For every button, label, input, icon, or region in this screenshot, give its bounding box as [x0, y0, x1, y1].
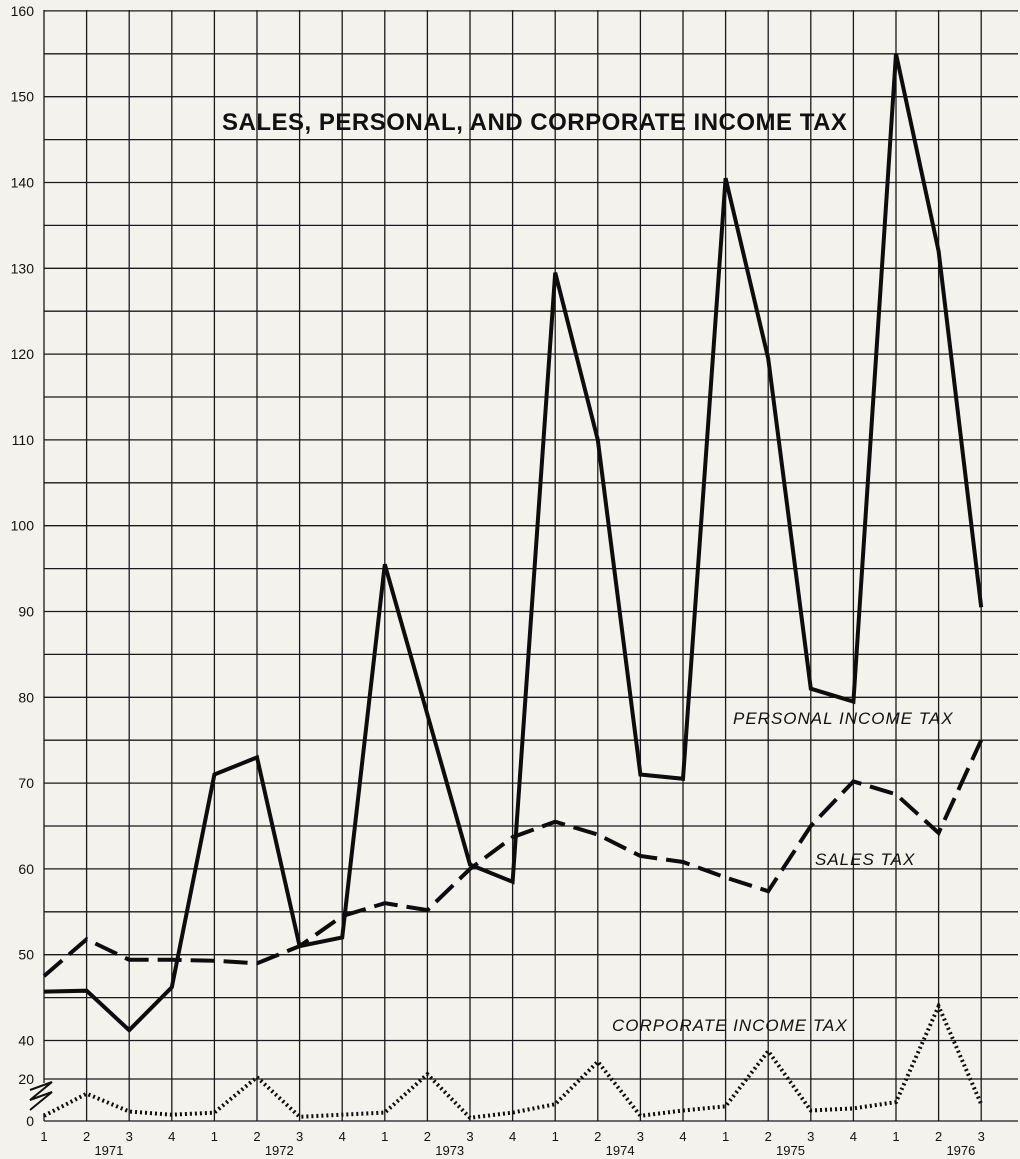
chart-title: SALES, PERSONAL, AND CORPORATE INCOME TA… — [222, 109, 847, 136]
chart-grid — [43, 10, 1018, 1122]
x-tick-label: 2 — [83, 1129, 90, 1144]
personal-income-tax-label: PERSONAL INCOME TAX — [733, 709, 954, 728]
series-line-personal-income-tax — [43, 53, 984, 1033]
x-tick-label: 3 — [466, 1129, 473, 1144]
y-tick-label: 110 — [12, 432, 35, 448]
y-axis-break — [29, 1081, 70, 1113]
x-tick-label: 1 — [722, 1129, 729, 1144]
x-tick-label: 3 — [807, 1129, 814, 1144]
year-label: 1976 — [946, 1143, 975, 1158]
sales-tax-label: SALES TAX — [815, 850, 915, 869]
x-tick-label: 3 — [978, 1129, 985, 1144]
year-label: 1975 — [776, 1143, 805, 1158]
x-tick-label: 1 — [892, 1129, 899, 1144]
x-tick-label: 2 — [424, 1129, 431, 1144]
y-tick-labels: 160 150 140 130 120 110 100 90 80 70 60 50 40 20 0 — [11, 3, 35, 1129]
x-tick-label: 1 — [381, 1129, 388, 1144]
x-tick-label: 2 — [253, 1129, 260, 1144]
year-labels: 1971 1972 1973 1974 1975 1976 — [94, 1143, 975, 1158]
series-line-sales-tax — [42, 739, 984, 978]
y-tick-label: 150 — [11, 89, 35, 105]
year-label: 1971 — [94, 1143, 123, 1158]
x-tick-label: 4 — [339, 1129, 346, 1144]
corporate-income-tax-label: CORPORATE INCOME TAX — [612, 1016, 848, 1035]
x-tick-label: 1 — [552, 1129, 559, 1144]
x-tick-label: 4 — [850, 1129, 857, 1144]
x-tick-label: 1 — [40, 1129, 47, 1144]
series-line-corporate-income-tax — [43, 1001, 984, 1120]
x-tick-label: 2 — [935, 1129, 942, 1144]
y-tick-label: 70 — [18, 775, 34, 791]
year-label: 1973 — [435, 1143, 464, 1158]
y-tick-label: 50 — [18, 947, 34, 963]
y-tick-label: 0 — [26, 1113, 34, 1129]
chart-series — [42, 53, 984, 1120]
x-tick-labels: 123412341234123412341234 — [40, 1129, 985, 1144]
x-tick-label: 3 — [637, 1129, 644, 1144]
y-tick-label: 100 — [11, 518, 35, 534]
y-tick-label: 60 — [18, 861, 34, 877]
x-tick-label: 3 — [296, 1129, 303, 1144]
y-tick-label: 140 — [11, 175, 35, 191]
x-tick-label: 3 — [126, 1129, 133, 1144]
y-tick-label: 20 — [18, 1071, 34, 1087]
y-tick-label: 130 — [11, 260, 35, 276]
x-tick-label: 4 — [679, 1129, 686, 1144]
x-tick-label: 4 — [509, 1129, 516, 1144]
year-label: 1974 — [606, 1143, 635, 1158]
x-tick-label: 4 — [168, 1129, 175, 1144]
x-tick-label: 2 — [765, 1129, 772, 1144]
y-tick-label: 40 — [18, 1033, 34, 1049]
x-tick-label: 1 — [211, 1129, 218, 1144]
year-label: 1972 — [265, 1143, 294, 1158]
y-tick-label: 160 — [11, 3, 35, 19]
y-tick-label: 80 — [18, 689, 34, 705]
x-tick-label: 2 — [594, 1129, 601, 1144]
axis-break-zigzag — [29, 1081, 53, 1111]
y-tick-label: 90 — [18, 604, 34, 620]
y-tick-label: 120 — [11, 346, 35, 362]
